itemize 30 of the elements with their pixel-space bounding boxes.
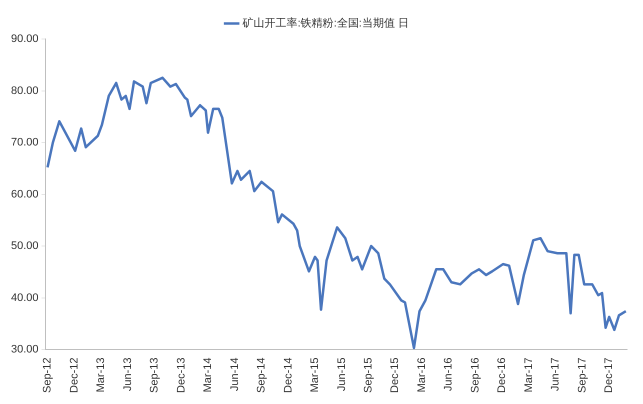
- x-tick-label: Dec-12: [68, 358, 80, 393]
- legend-label: 矿山开工率:铁精粉:全国:当期值 日: [242, 16, 409, 30]
- x-tick-label: Dec-13: [175, 358, 188, 393]
- x-tick-label: Sep-14: [256, 358, 268, 394]
- x-tick-label: Mar-16: [416, 358, 428, 392]
- x-tick-label: Mar-17: [522, 358, 535, 392]
- x-tick-label: Jun-16: [442, 358, 455, 392]
- x-tick-label: Dec-15: [389, 358, 402, 393]
- y-tick-label: 50.00: [10, 240, 39, 252]
- x-tick-label: Jun-17: [550, 358, 562, 392]
- y-tick-label: 40.00: [10, 292, 39, 304]
- x-tick-label: Mar-14: [202, 358, 214, 392]
- x-tick-label: Dec-14: [282, 358, 294, 393]
- y-tick-label: 90.00: [10, 33, 39, 46]
- y-tick-label: 60.00: [10, 188, 39, 200]
- y-tick-label: 80.00: [10, 84, 39, 97]
- x-tick-label: Jun-14: [228, 358, 241, 392]
- x-tick-label: Jun-15: [336, 358, 348, 392]
- x-tick-label: Mar-15: [309, 358, 322, 392]
- x-tick-label: Mar-13: [95, 358, 108, 392]
- x-tick-label: Jun-13: [122, 358, 134, 392]
- x-tick-label: Dec-16: [496, 358, 508, 393]
- x-tick-label: Sep-12: [42, 358, 54, 394]
- x-tick-label: Sep-17: [576, 358, 588, 394]
- y-tick-label: 70.00: [10, 136, 39, 149]
- x-tick-label: Sep-15: [362, 358, 375, 394]
- x-tick-label: Sep-16: [469, 358, 482, 394]
- x-tick-label: Dec-17: [603, 358, 616, 393]
- x-tick-label: Sep-13: [148, 358, 161, 394]
- y-tick-label: 30.00: [10, 344, 39, 356]
